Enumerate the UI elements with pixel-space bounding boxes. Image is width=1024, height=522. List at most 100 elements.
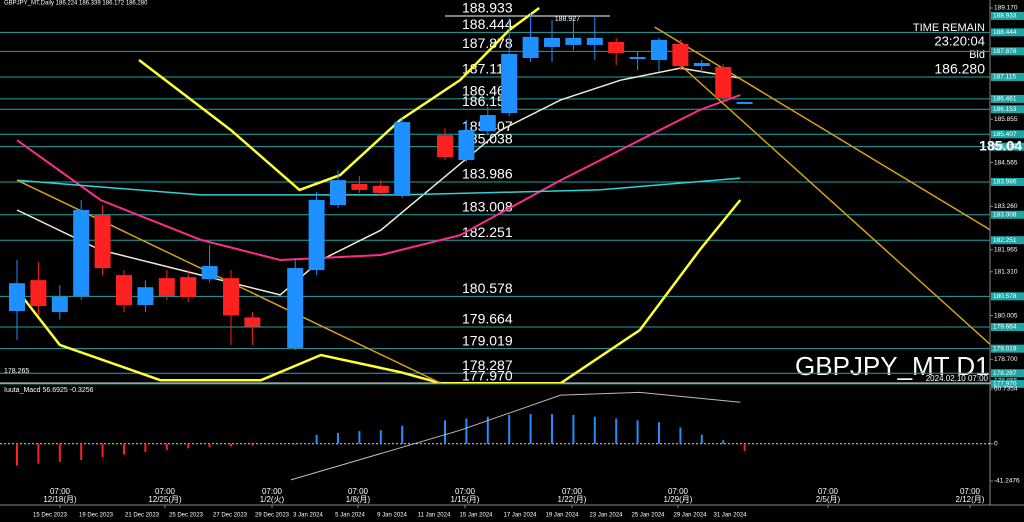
candle-body <box>693 63 710 67</box>
axis-level-box <box>991 369 1024 378</box>
bid-value: 186.280 <box>934 61 985 77</box>
candle-body <box>608 41 625 53</box>
axis-level-box <box>991 344 1024 353</box>
candle-body <box>201 266 218 280</box>
chart-header: GBPJPY_MT,Daily 186.224 186.339 186.172 … <box>4 1 148 7</box>
macd-signal <box>290 391 741 481</box>
candle-body <box>372 185 389 193</box>
indicator-line <box>16 67 741 296</box>
axis-level-box <box>991 28 1024 37</box>
timestamp: 2024.02.10 07:00 <box>926 374 989 383</box>
date-label: 12/18(月) <box>43 495 77 504</box>
bottom-date-label: 19 Dec 2023 <box>79 513 114 519</box>
bottom-date-label: 29 Dec 2023 <box>255 513 290 519</box>
candle-body <box>351 183 368 190</box>
axis-level-box <box>991 210 1024 219</box>
bottom-date-label: 17 Jan 2024 <box>503 513 537 519</box>
low-marker: 178.265 <box>4 368 29 375</box>
axis-level-label: 185.407 <box>993 131 1017 138</box>
level-label: 179.664 <box>462 311 513 327</box>
candle-body <box>244 317 261 327</box>
macd-tick-label: 0 <box>994 441 998 448</box>
date-label: 12/25(月) <box>148 495 182 504</box>
candle-body <box>736 101 753 104</box>
candle-body <box>479 115 496 132</box>
level-label: 187.878 <box>462 35 513 51</box>
indicator-line <box>138 6 540 192</box>
axis-level-box <box>991 130 1024 139</box>
axis-level-box <box>991 11 1024 20</box>
bottom-date-label: 31 Jan 2024 <box>713 513 747 519</box>
macd-tick-label: -41.2476 <box>994 478 1020 485</box>
time-label: 07:00 <box>668 487 689 496</box>
y-tick-label: 180.005 <box>994 312 1018 319</box>
y-tick-label: 178.700 <box>994 356 1018 363</box>
candle-body <box>73 210 90 296</box>
level-label: 188.444 <box>462 16 513 32</box>
axis-level-box <box>991 72 1024 81</box>
candle-body <box>30 280 47 306</box>
time-label: 07:00 <box>348 487 369 496</box>
macd-label: Iuuta_Macd 56.6925 -0.3256 <box>4 387 94 394</box>
date-label: 2/5(月) <box>816 495 841 504</box>
current-price: 185.04 <box>979 137 1022 153</box>
candle-body <box>116 275 132 305</box>
bottom-date-label: 3 Jan 2024 <box>293 513 323 519</box>
candle-body <box>629 56 646 60</box>
bottom-date-label: 29 Jan 2024 <box>673 513 707 519</box>
axis-level-label: 188.933 <box>993 13 1017 20</box>
date-label: 2/12(月) <box>956 495 985 504</box>
candle-body <box>158 278 175 296</box>
date-label: 1/8(月) <box>346 495 371 504</box>
y-tick-label: 189.170 <box>994 5 1018 12</box>
indicator-line <box>679 64 990 346</box>
bottom-date-label: 25 Dec 2023 <box>169 513 204 519</box>
bottom-date-label: 15 Jan 2024 <box>459 513 493 519</box>
candle-body <box>437 135 453 157</box>
level-label: 183.008 <box>462 198 513 214</box>
candle-body <box>544 37 560 47</box>
candle-body <box>394 122 411 196</box>
y-tick-label: 185.855 <box>994 116 1018 123</box>
time-label: 07:00 <box>960 487 981 496</box>
axis-level-box <box>991 323 1024 332</box>
candle-body <box>672 43 689 67</box>
level-label: 180.578 <box>462 280 513 296</box>
bottom-date-label: 25 Jan 2024 <box>631 513 665 519</box>
macd-tick-label: 60.7354 <box>994 386 1018 393</box>
candle-body <box>223 278 239 316</box>
time-remain: 23:20:04 <box>934 33 985 48</box>
bottom-date-label: 5 Jan 2024 <box>335 513 365 519</box>
axis-level-box <box>991 236 1024 245</box>
axis-level-label: 179.019 <box>993 345 1017 352</box>
time-label: 07:00 <box>262 487 283 496</box>
axis-level-label: 187.878 <box>993 48 1017 55</box>
level-label: 186.153 <box>462 93 513 109</box>
time-label: 07:00 <box>818 487 839 496</box>
axis-level-box <box>991 292 1024 301</box>
y-tick-label: 184.565 <box>994 159 1018 166</box>
bottom-date-label: 15 Dec 2023 <box>33 513 68 519</box>
level-label: 183.986 <box>462 166 513 182</box>
y-tick-label: 181.965 <box>994 247 1018 254</box>
axis-level-label: 182.251 <box>993 237 1017 244</box>
candle-body <box>330 180 346 205</box>
axis-level-box <box>991 379 1024 388</box>
axis-level-box <box>991 177 1024 186</box>
axis-level-label: 178.287 <box>993 370 1017 377</box>
axis-level-label: 187.115 <box>993 74 1016 81</box>
candle-body <box>501 53 518 114</box>
axis-level-label: 186.461 <box>993 96 1017 103</box>
candle-body <box>715 67 732 98</box>
axis-panel <box>990 0 1024 522</box>
candle-body <box>137 287 154 305</box>
date-label: 1/15(月) <box>451 495 480 504</box>
level-label: 178.287 <box>462 357 513 373</box>
axis-level-box <box>991 105 1024 114</box>
time-label: 07:00 <box>50 487 71 496</box>
axis-level-label: 188.444 <box>993 29 1017 36</box>
candle-body <box>458 130 475 161</box>
